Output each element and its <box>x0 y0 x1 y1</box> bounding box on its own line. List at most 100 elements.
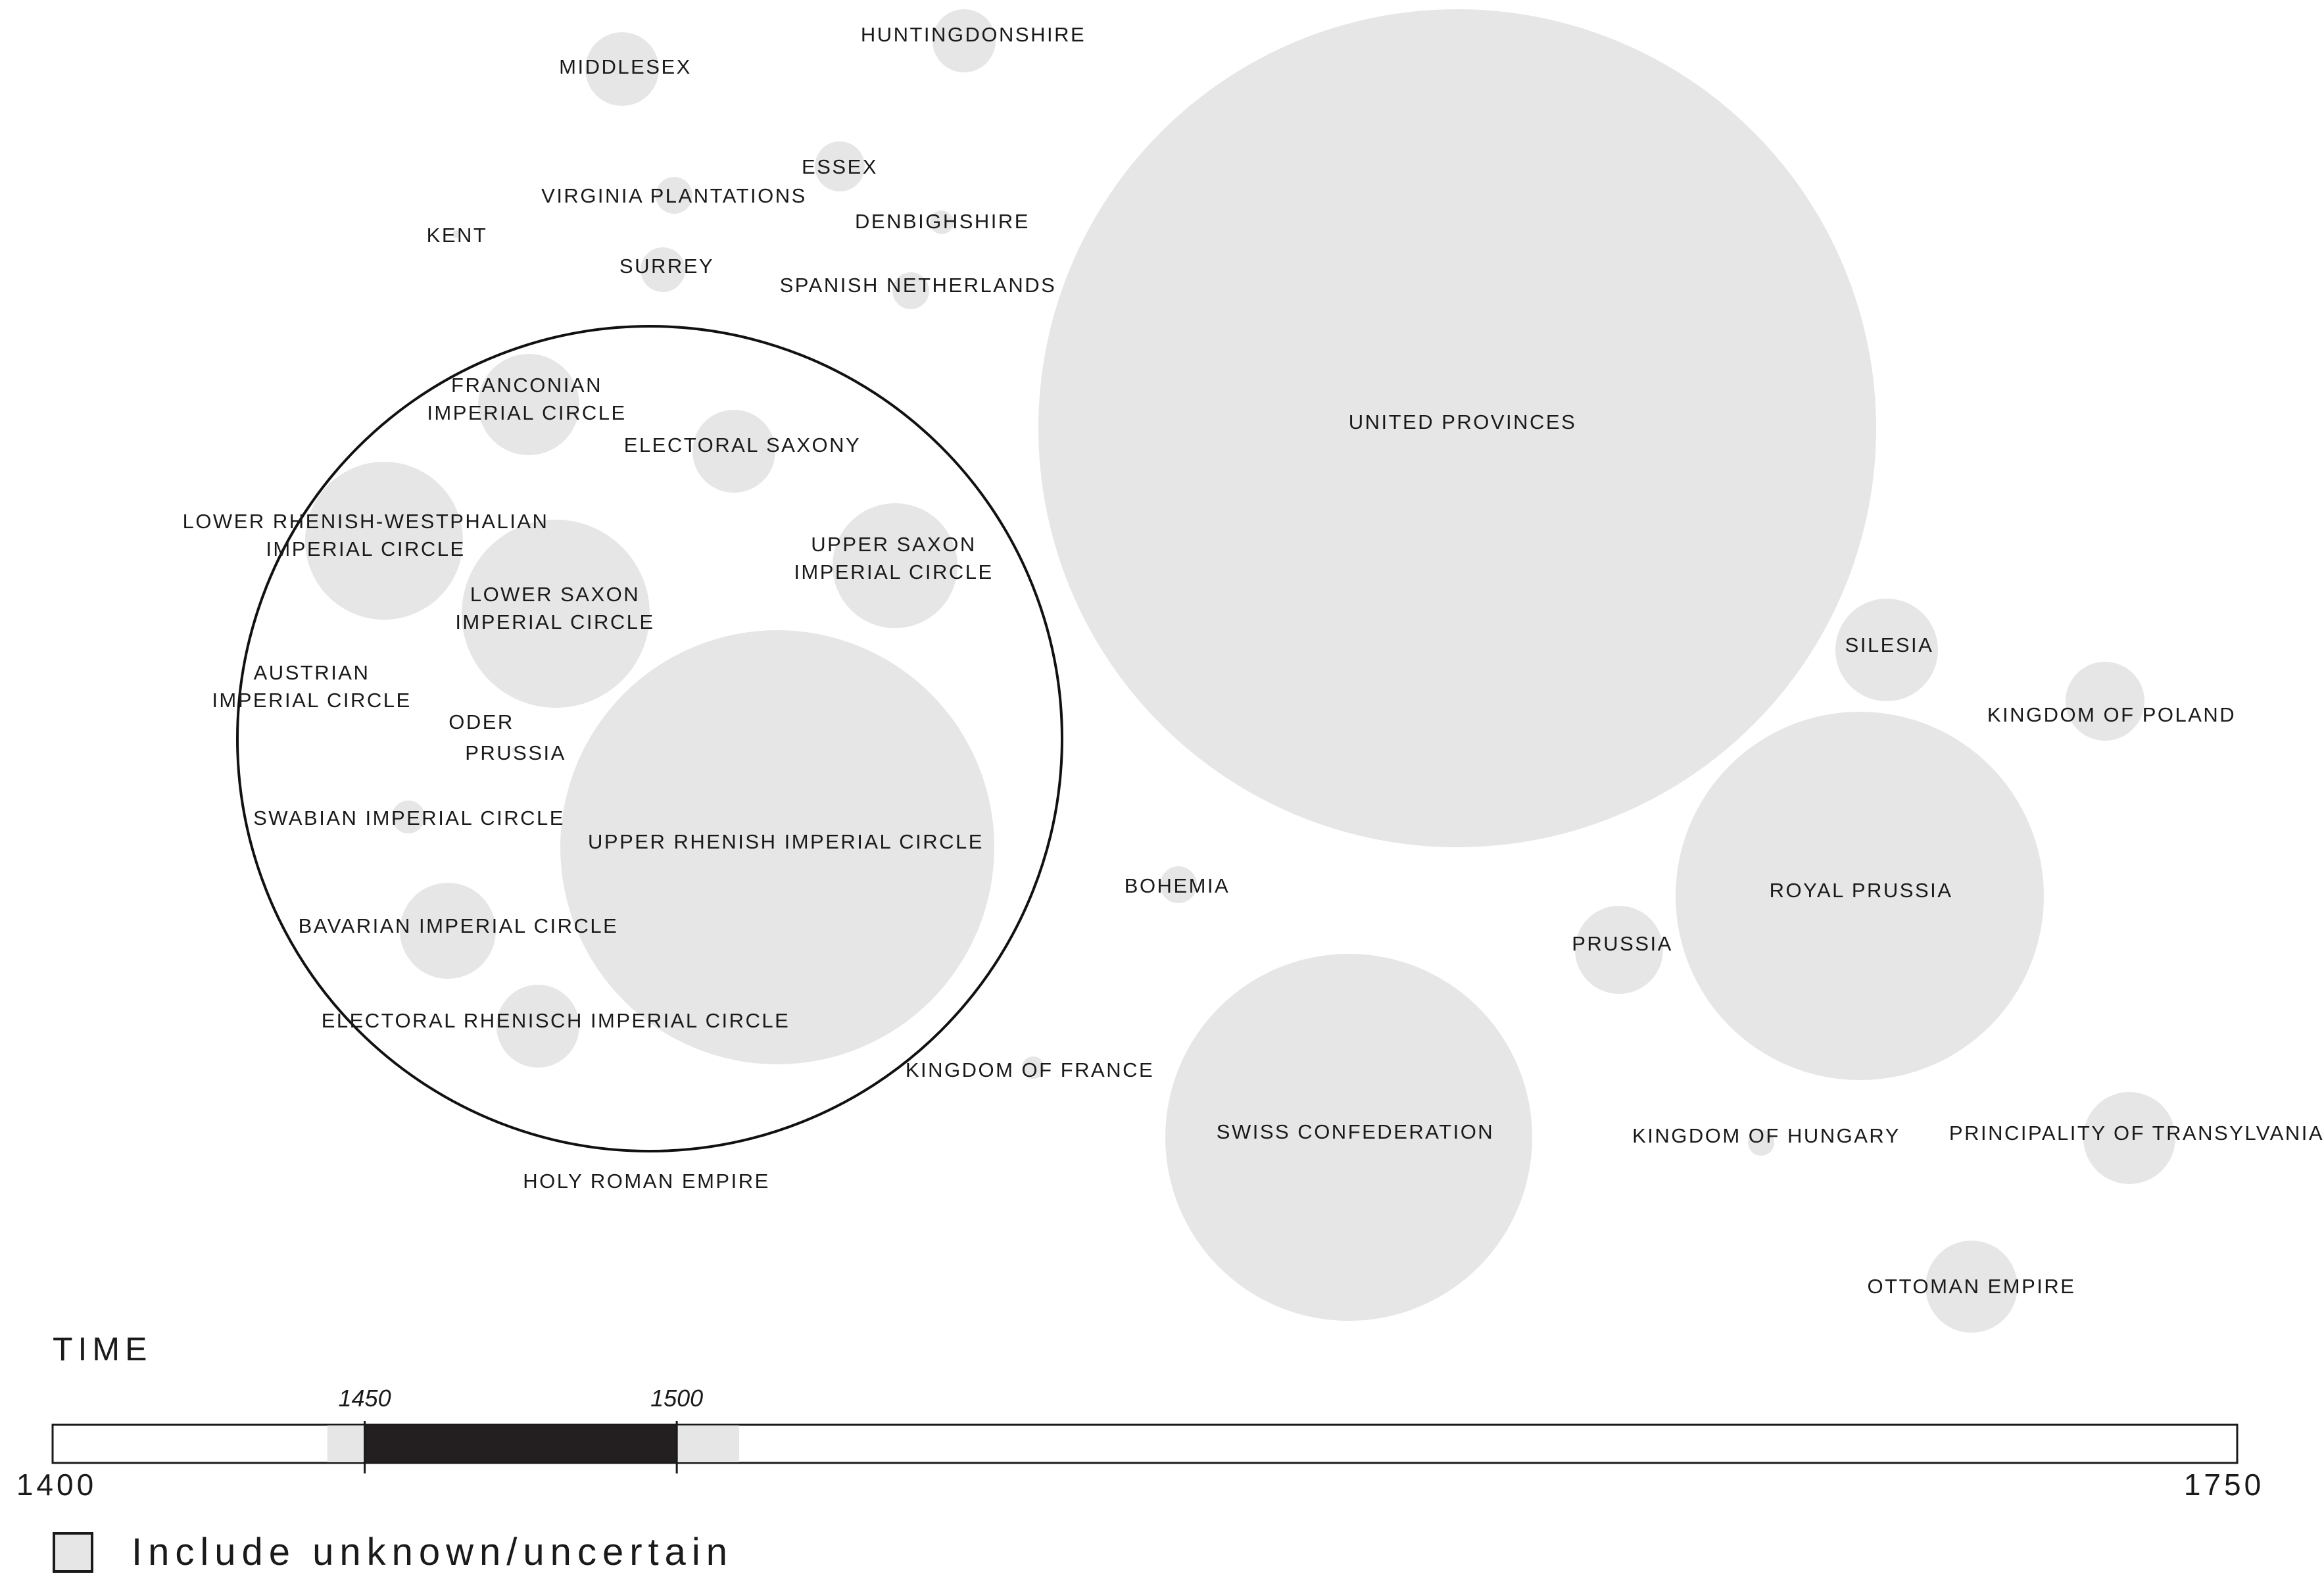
electoral-saxony-bubble[interactable] <box>692 410 775 493</box>
time-slider[interactable]: 1450 1500 1400 1750 <box>0 1368 2324 1513</box>
upper-rhenish-imperial-circle-bubble[interactable] <box>560 630 994 1064</box>
united-provinces-label-line: UNITED PROVINCES <box>1349 410 1577 433</box>
virginia-plantations-bubble[interactable] <box>656 177 692 214</box>
kingdom-of-poland-label-line: KINGDOM OF POLAND <box>1987 703 2236 726</box>
oder-label: ODER <box>448 710 514 733</box>
bohemia-label-line: BOHEMIA <box>1125 874 1230 897</box>
lower-saxon-imperial-circle-label-line: LOWER SAXON <box>470 583 640 606</box>
denbighshire-bubble[interactable] <box>930 210 954 234</box>
austrian-imperial-circle-label-line: AUSTRIAN <box>254 661 370 684</box>
austrian-imperial-circle-label: AUSTRIAN IMPERIAL CIRCLE <box>212 661 411 712</box>
kent-bubble[interactable] <box>452 230 460 238</box>
huntingdonshire-bubble[interactable] <box>932 9 996 72</box>
silesia-label-line: SILESIA <box>1845 633 1934 656</box>
lower-rhenish-westphalian-imperial-circle-label: LOWER RHENISH-WESTPHALIAN IMPERIAL CIRCLE <box>183 510 549 560</box>
oder-label-line: ODER <box>448 710 514 733</box>
principality-of-transylvania-label-line: PRINCIPALITY OF TRANSYLVANIA <box>1949 1122 2324 1145</box>
timeline-max-label: 1750 <box>2184 1468 2264 1502</box>
electoral-rhenisch-imperial-circle-label-line: ELECTORAL RHENISCH IMPERIAL CIRCLE <box>322 1009 790 1032</box>
oder-bubble[interactable] <box>486 719 490 723</box>
prussia-label-line: PRUSSIA <box>1572 932 1673 955</box>
huntingdonshire-label-line: HUNTINGDONSHIRE <box>861 23 1086 46</box>
franconian-imperial-circle-label-line: FRANCONIAN <box>451 374 602 397</box>
ottoman-empire-bubble[interactable] <box>1925 1241 2018 1333</box>
prussia-bubble[interactable] <box>1575 906 1663 994</box>
kingdom-of-france-bubble[interactable] <box>1022 1056 1044 1079</box>
lower-rhenish-westphalian-imperial-circle-label-line: IMPERIAL CIRCLE <box>266 537 465 560</box>
prussia-inner-label: PRUSSIA <box>465 741 566 764</box>
ottoman-empire-label: OTTOMAN EMPIRE <box>1868 1275 2076 1298</box>
swiss-confederation-label-line: SWISS CONFEDERATION <box>1217 1120 1494 1143</box>
kingdom-of-hungary-label: KINGDOM OF HUNGARY <box>1632 1124 1900 1147</box>
kingdom-of-france-label: KINGDOM OF FRANCE <box>906 1058 1154 1081</box>
electoral-rhenisch-imperial-circle-bubble[interactable] <box>496 985 579 1068</box>
ottoman-empire-label-line: OTTOMAN EMPIRE <box>1868 1275 2076 1298</box>
royal-prussia-bubble[interactable] <box>1676 712 2044 1080</box>
franconian-imperial-circle-label-line: IMPERIAL CIRCLE <box>427 401 626 424</box>
virginia-plantations-label-line: VIRGINIA PLANTATIONS <box>541 184 807 207</box>
include-unknown-checkbox[interactable] <box>53 1531 93 1573</box>
denbighshire-label: DENBIGHSHIRE <box>855 210 1030 233</box>
holy-roman-empire-label: HOLY ROMAN EMPIRE <box>523 1170 770 1193</box>
kingdom-of-poland-label: KINGDOM OF POLAND <box>1987 703 2236 726</box>
electoral-saxony-label: ELECTORAL SAXONY <box>624 433 861 457</box>
silesia-bubble[interactable] <box>1835 599 1938 701</box>
principality-of-transylvania-bubble[interactable] <box>2083 1092 2175 1184</box>
swiss-confederation-label: SWISS CONFEDERATION <box>1217 1120 1494 1143</box>
upper-saxon-imperial-circle-label: UPPER SAXON IMPERIAL CIRCLE <box>794 533 993 583</box>
swabian-imperial-circle-label-line: SWABIAN IMPERIAL CIRCLE <box>253 806 565 829</box>
timeline-start-label: 1450 <box>339 1385 391 1412</box>
middlesex-label: MIDDLESEX <box>559 55 692 78</box>
include-unknown-label: Include unknown/uncertain <box>132 1531 734 1573</box>
upper-saxon-imperial-circle-label-line: UPPER SAXON <box>811 533 976 556</box>
swabian-imperial-circle-label: SWABIAN IMPERIAL CIRCLE <box>253 806 565 829</box>
bavarian-imperial-circle-bubble[interactable] <box>400 883 496 979</box>
prussia-inner-label-line: PRUSSIA <box>465 741 566 764</box>
lower-rhenish-westphalian-imperial-circle-bubble[interactable] <box>305 462 463 620</box>
essex-bubble[interactable] <box>815 141 865 191</box>
time-heading: TIME <box>53 1331 153 1368</box>
holy-roman-empire-outline[interactable] <box>236 325 1063 1152</box>
huntingdonshire-label: HUNTINGDONSHIRE <box>861 23 1086 46</box>
lower-saxon-imperial-circle-bubble[interactable] <box>462 520 650 708</box>
spanish-netherlands-label: SPANISH NETHERLANDS <box>780 274 1057 297</box>
surrey-bubble[interactable] <box>641 247 685 292</box>
surrey-label: SURREY <box>619 255 714 278</box>
upper-saxon-imperial-circle-bubble[interactable] <box>833 503 957 628</box>
denbighshire-label-line: DENBIGHSHIRE <box>855 210 1030 233</box>
bohemia-label: BOHEMIA <box>1125 874 1230 897</box>
include-unknown-toggle[interactable]: Include unknown/uncertain <box>53 1530 733 1574</box>
franconian-imperial-circle-bubble[interactable] <box>478 354 579 455</box>
lower-rhenish-westphalian-imperial-circle-label-line: LOWER RHENISH-WESTPHALIAN <box>183 510 549 533</box>
swabian-imperial-circle-bubble[interactable] <box>392 801 425 833</box>
middlesex-bubble[interactable] <box>585 32 659 106</box>
royal-prussia-label-line: ROYAL PRUSSIA <box>1770 879 1953 902</box>
bohemia-bubble[interactable] <box>1160 866 1197 903</box>
timeline-selected-range[interactable] <box>364 1425 677 1462</box>
prussia-label: PRUSSIA <box>1572 932 1673 955</box>
kingdom-of-hungary-label-line: KINGDOM OF HUNGARY <box>1632 1124 1900 1147</box>
principality-of-transylvania-label: PRINCIPALITY OF TRANSYLVANIA <box>1949 1122 2324 1145</box>
kent-label-line: KENT <box>427 224 488 247</box>
essex-label: ESSEX <box>802 155 878 178</box>
bavarian-imperial-circle-label-line: BAVARIAN IMPERIAL CIRCLE <box>299 914 619 937</box>
upper-rhenish-imperial-circle-label-line: UPPER RHENISH IMPERIAL CIRCLE <box>588 830 984 853</box>
middlesex-label-line: MIDDLESEX <box>559 55 692 78</box>
essex-label-line: ESSEX <box>802 155 878 178</box>
spanish-netherlands-label-line: SPANISH NETHERLANDS <box>780 274 1057 297</box>
kingdom-of-france-label-line: KINGDOM OF FRANCE <box>906 1058 1154 1081</box>
electoral-saxony-label-line: ELECTORAL SAXONY <box>624 433 861 457</box>
upper-rhenish-imperial-circle-label: UPPER RHENISH IMPERIAL CIRCLE <box>588 830 984 853</box>
virginia-plantations-label: VIRGINIA PLANTATIONS <box>541 184 807 207</box>
swiss-confederation-bubble[interactable] <box>1165 954 1532 1321</box>
kingdom-of-hungary-bubble[interactable] <box>1748 1129 1774 1156</box>
prussia-inner-bubble[interactable] <box>512 747 517 753</box>
electoral-rhenisch-imperial-circle-label: ELECTORAL RHENISCH IMPERIAL CIRCLE <box>322 1009 790 1032</box>
united-provinces-bubble[interactable] <box>1038 9 1876 847</box>
timeline-min-label: 1400 <box>16 1468 97 1502</box>
bubble-map: MIDDLESEX HUNTINGDONSHIRE ESSEX VIRGINIA PL… <box>183 9 2324 1333</box>
kent-label: KENT <box>427 224 488 247</box>
spanish-netherlands-bubble[interactable] <box>892 272 929 309</box>
austrian-imperial-circle-bubble[interactable] <box>306 703 312 708</box>
kingdom-of-poland-bubble[interactable] <box>2066 662 2144 741</box>
